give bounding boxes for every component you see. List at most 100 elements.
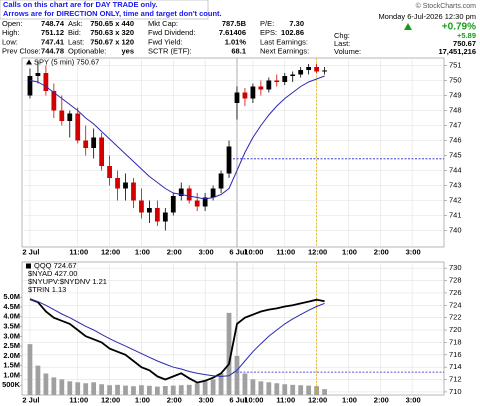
x-tick-label: 1:00	[135, 395, 150, 404]
volume-bar	[290, 384, 296, 395]
volume-bar	[170, 385, 176, 395]
volume-bar	[234, 355, 240, 395]
field-value: 750.67 x 120	[90, 37, 134, 46]
y-tick-label: 718	[449, 337, 462, 346]
y-tick-label: 746	[449, 135, 462, 144]
candle-body	[170, 196, 176, 213]
field-label: Prev Close:	[2, 47, 41, 56]
legend-label: SPY (5 min) 750.67	[34, 57, 99, 66]
y-tick-label: 500K	[2, 380, 21, 389]
y-tick-label: 710	[449, 387, 462, 396]
candle-body	[67, 113, 73, 121]
volume-bar	[322, 389, 327, 395]
y-tick-label: 730	[449, 263, 462, 272]
candle-body	[75, 113, 81, 141]
x-tick-label: 11:00	[69, 395, 88, 404]
note: Calls on this chart are for DAY TRADE on…	[3, 0, 157, 9]
x-tick-label: 2:00	[374, 247, 389, 256]
field-label: Low:	[2, 37, 18, 46]
volume-bar	[202, 381, 208, 395]
volume-bar	[162, 386, 168, 395]
volume-bar	[123, 385, 128, 395]
volume-bar	[250, 379, 256, 395]
y-tick-label: 2.0M	[3, 351, 20, 360]
x-tick-label: 12:00	[308, 395, 327, 404]
legend-label: $NYUPV:$NYDNV 1.21	[28, 277, 107, 286]
volume-bar	[266, 382, 272, 395]
moving-average	[29, 75, 325, 200]
field-value: 748.74	[41, 19, 65, 28]
field-value: 751.12	[41, 28, 64, 37]
field-label: Fwd Dividend:	[148, 28, 196, 37]
y-tick-label: 3.0M	[3, 331, 20, 340]
candle-body	[266, 80, 272, 90]
field-label: SCTR (ETF):	[148, 47, 192, 56]
field-label: Optionable:	[68, 47, 106, 56]
y-tick-label: 712	[449, 375, 462, 384]
note: Arrows are for DIRECTION ONLY, time and …	[3, 9, 222, 18]
field-value: 750.65 x 440	[90, 19, 134, 28]
volume-bar	[27, 344, 33, 395]
notes-box	[0, 0, 209, 20]
legend-marker	[26, 263, 31, 269]
candle-body	[258, 86, 264, 90]
x-tick-label: 2 Jul	[22, 395, 39, 404]
volume-bar	[51, 377, 57, 395]
y-tick-label: 724	[449, 300, 462, 309]
volume-bar	[186, 384, 192, 395]
y-tick-label: 5.0M	[3, 292, 20, 301]
volume-bar	[210, 379, 216, 395]
field-value: 750.67	[453, 39, 476, 48]
candle-body	[194, 200, 200, 207]
y-tick-label: 720	[449, 325, 462, 334]
volume-bar	[115, 384, 120, 395]
x-tick-label: 3:00	[406, 247, 421, 256]
candle-body	[99, 137, 105, 166]
moving-average	[29, 298, 325, 377]
y-tick-label: 744	[449, 165, 462, 174]
field-value: 102.86	[281, 28, 304, 37]
x-tick-label: 10:00	[244, 247, 263, 256]
y-tick-label: 722	[449, 313, 462, 322]
y-tick-label: 3.5M	[3, 322, 20, 331]
x-tick-label: 6 Jul	[229, 395, 246, 404]
volume-bar	[75, 382, 81, 395]
x-tick-label: 1:00	[135, 247, 150, 256]
price-line	[29, 298, 325, 384]
legend-label: $NYAD 427.00	[28, 269, 77, 278]
candle-body	[59, 110, 65, 121]
field-label: Bid:	[68, 28, 81, 37]
field-label: High:	[2, 28, 20, 37]
field-value: 750.63 x 320	[90, 28, 134, 37]
field-label: Last:	[334, 39, 350, 48]
y-tick-label: 745	[449, 150, 462, 159]
y-tick-label: 741	[449, 210, 462, 219]
y-tick-label: 2.5M	[3, 341, 20, 350]
field-label: Mkt Cap:	[148, 19, 178, 28]
candle-body	[298, 70, 304, 75]
x-tick-label: 2:00	[167, 247, 182, 256]
y-tick-label: 716	[449, 350, 462, 359]
candle-body	[290, 74, 296, 76]
y-tick-label: 747	[449, 120, 462, 129]
volume-bar	[59, 379, 65, 395]
legend-label: QQQ 724.67	[34, 261, 77, 270]
field-value: 7.61406	[219, 28, 246, 37]
candle-body	[178, 188, 184, 196]
volume-bar	[194, 383, 200, 395]
y-tick-label: 742	[449, 195, 462, 204]
candle-body	[43, 73, 49, 91]
field-value: 787.5B	[222, 19, 247, 28]
field-label: Ask:	[68, 19, 83, 28]
candle-body	[83, 140, 89, 148]
volume-bar	[314, 386, 319, 395]
field-label: Fwd Yield:	[148, 37, 183, 46]
change-pct: +0.79%	[442, 22, 476, 33]
volume-bar	[91, 382, 97, 395]
candle-body	[27, 76, 33, 96]
volume-bar	[139, 385, 144, 395]
y-tick-label: 750	[449, 75, 462, 84]
candle-body	[242, 92, 248, 99]
x-tick-label: 3:00	[406, 395, 421, 404]
